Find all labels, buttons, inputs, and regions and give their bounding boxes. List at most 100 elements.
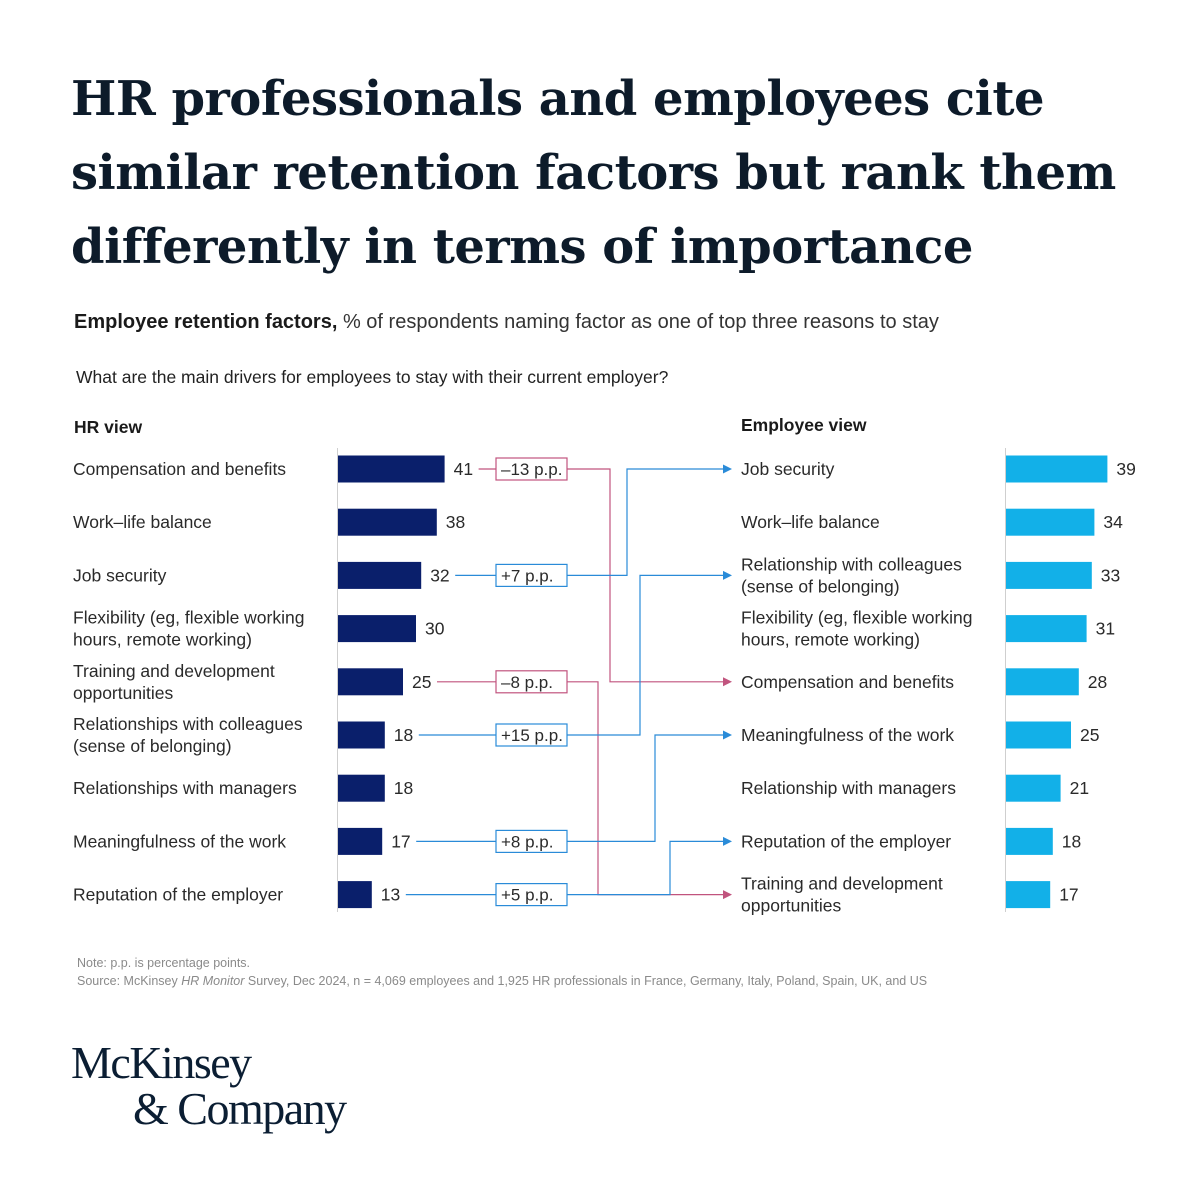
employee-category-label: Relationship with colleagues (sense of be… <box>741 554 962 596</box>
footnote: Note: p.p. is percentage points. <box>77 956 251 970</box>
employee-category-label-line: Compensation and benefits <box>741 672 954 692</box>
mckinsey-logo: McKinsey & Company <box>71 1037 347 1134</box>
employee-bar <box>1006 668 1079 696</box>
connector-arrow <box>723 570 732 580</box>
hr-category-label: Flexibility (eg, flexible working hours, … <box>73 608 304 650</box>
employee-category-label-line: Meaningfulness of the work <box>741 725 954 745</box>
hr-bar <box>338 615 416 643</box>
hr-value-label: 18 <box>394 725 413 745</box>
employee-category-label-line: Relationship with colleagues <box>741 554 962 574</box>
employee-category-label-line: Training and development <box>741 874 943 894</box>
hr-bar <box>338 721 385 749</box>
employee-category-label: Meaningfulness of the work <box>741 725 954 745</box>
survey-question: What are the main drivers for employees … <box>76 367 669 387</box>
hr-bar <box>338 561 422 589</box>
hr-category-label-line: opportunities <box>73 683 173 703</box>
employee-category-label-line: Relationship with managers <box>741 778 956 798</box>
employee-category-label: Job security <box>741 459 835 479</box>
connector-path <box>567 840 723 896</box>
connectors <box>405 464 732 900</box>
logo-line-2: & Company <box>133 1083 347 1134</box>
hr-value-label: 30 <box>425 619 445 639</box>
employee-category-label: Flexibility (eg, flexible working hours, … <box>741 608 972 650</box>
hr-value-label: 32 <box>430 565 449 585</box>
retention-chart: HR view Employee view Compensation and b… <box>73 415 1136 916</box>
hr-category-label-line: Reputation of the employer <box>73 885 283 905</box>
hr-category-label: Work–life balance <box>73 512 212 532</box>
hr-category-label: Relationships with managers <box>73 778 297 798</box>
employee-value-label: 33 <box>1101 565 1120 585</box>
hr-bar <box>338 774 385 802</box>
shift-box <box>495 457 568 481</box>
employee-view-header: Employee view <box>741 415 867 435</box>
chart-subtitle: Employee retention factors, % of respond… <box>74 311 939 334</box>
employee-category-label-line: Job security <box>741 459 835 479</box>
hr-category-label: Relationships with colleagues (sense of b… <box>73 714 303 756</box>
hr-bar <box>338 827 383 855</box>
connector-path <box>567 734 723 843</box>
shift-box <box>495 723 568 747</box>
subtitle-rest: % of respondents naming factor as one of… <box>337 311 939 333</box>
employee-value-label: 31 <box>1096 619 1115 639</box>
connector-arrow <box>723 464 732 474</box>
employee-category-label-line: Reputation of the employer <box>741 831 951 851</box>
connector-path <box>567 574 723 736</box>
employee-value-label: 21 <box>1070 778 1089 798</box>
hr-category-label-line: Relationships with colleagues <box>73 714 303 734</box>
logo-line-1: McKinsey <box>71 1037 252 1088</box>
shift-box <box>495 882 568 907</box>
employee-value-label: 34 <box>1103 512 1123 532</box>
shift-label: +7 p.p. <box>501 566 553 585</box>
hr-bar <box>338 508 437 536</box>
employee-category-label: Relationship with managers <box>741 778 956 798</box>
hr-view-header: HR view <box>74 417 142 437</box>
shift-label: –13 p.p. <box>501 460 562 479</box>
hr-category-label: Job security <box>73 565 167 585</box>
headline: HR professionals and employees cite simi… <box>71 71 1116 275</box>
employee-category-label: Work–life balance <box>741 512 880 532</box>
employee-value-label: 39 <box>1116 459 1135 479</box>
hr-value-label: 38 <box>446 512 465 532</box>
shift-label: +8 p.p. <box>501 832 553 851</box>
employee-rows: Job security 39 Work–life balance 34 Relatio… <box>741 455 1136 916</box>
connector-arrow <box>723 890 732 900</box>
employee-category-label-line: hours, remote working) <box>741 630 920 650</box>
employee-value-label: 17 <box>1059 885 1078 905</box>
footer: Note: p.p. is percentage points. Source:… <box>77 954 927 990</box>
employee-category-label: Compensation and benefits <box>741 672 954 692</box>
hr-category-label-line: Meaningfulness of the work <box>73 831 286 851</box>
employee-bar <box>1006 774 1061 802</box>
hr-value-label: 41 <box>454 459 473 479</box>
hr-category-label-line: Job security <box>73 565 167 585</box>
connector-arrow <box>723 730 732 740</box>
hr-category-label-line: Work–life balance <box>73 512 212 532</box>
hr-value-label: 13 <box>381 885 400 905</box>
hr-value-label: 17 <box>391 831 410 851</box>
hr-bar <box>338 668 403 696</box>
employee-category-label: Training and development opportunities <box>741 874 943 916</box>
shift-labels: –13 p.p. +7 p.p. –8 p.p. +15 p.p. +8 p.p. +5 … <box>495 457 568 907</box>
hr-category-label-line: Training and development <box>73 661 275 681</box>
shift-box <box>495 563 568 588</box>
employee-category-label-line: Work–life balance <box>741 512 880 532</box>
source-pre: Source: McKinsey <box>77 974 182 988</box>
employee-value-label: 25 <box>1080 725 1099 745</box>
hr-rows: Compensation and benefits 41 Work–life bal… <box>73 455 473 909</box>
employee-bar <box>1006 455 1108 483</box>
hr-value-label: 18 <box>394 778 413 798</box>
employee-bar <box>1006 561 1092 589</box>
hr-category-label-line: hours, remote working) <box>73 630 252 650</box>
shift-label: +5 p.p. <box>501 886 553 905</box>
hr-category-label-line: Relationships with managers <box>73 778 297 798</box>
employee-bar <box>1006 615 1087 643</box>
employee-value-label: 18 <box>1062 831 1081 851</box>
shift-label: –8 p.p. <box>501 673 553 692</box>
shift-box <box>495 829 568 854</box>
source-post: Survey, Dec 2024, n = 4,069 employees an… <box>244 974 928 988</box>
hr-category-label: Training and development opportunities <box>73 661 275 703</box>
employee-category-label: Reputation of the employer <box>741 831 951 851</box>
hr-category-label-line: (sense of belonging) <box>73 736 232 756</box>
employee-category-label-line: opportunities <box>741 896 841 916</box>
hr-category-label: Compensation and benefits <box>73 459 286 479</box>
hr-value-label: 25 <box>412 672 431 692</box>
